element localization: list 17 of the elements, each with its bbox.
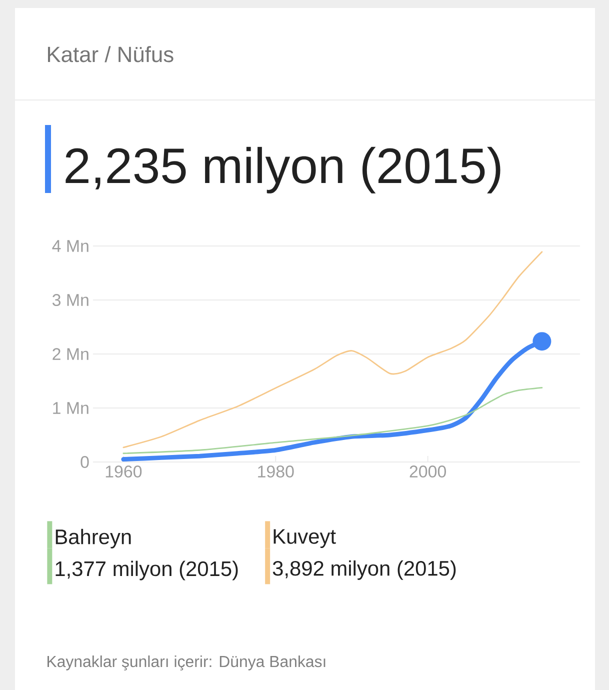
- y-tick-label: 2 Mn: [52, 348, 88, 360]
- legend-label: Kuveyt: [274, 529, 336, 548]
- y-tick-label: 1 Mn: [53, 402, 88, 414]
- chart-title: Katar / Nüfus: [48, 46, 174, 62]
- y-tick-label: 4 Mn: [52, 240, 88, 252]
- y-tick-label: 0: [80, 456, 89, 468]
- legend-label: Bahreyn: [56, 528, 131, 548]
- chart-subtitle: 2,235 milyon (2015): [66, 146, 500, 194]
- line-series: [122, 251, 543, 448]
- text: 3,892 milyon (2015): [272, 560, 456, 580]
- x-tick-label: 2000: [410, 466, 446, 478]
- line-series: [122, 386, 543, 454]
- text: Kaynaklar şunları içerir: Dünya Bankası: [48, 655, 326, 670]
- y-tick-label: 3 Mn: [52, 294, 88, 306]
- x-tick-label: 1980: [258, 466, 294, 478]
- x-tick-label: 1960: [106, 466, 142, 478]
- text: 1,377 milyon (2015): [56, 560, 238, 580]
